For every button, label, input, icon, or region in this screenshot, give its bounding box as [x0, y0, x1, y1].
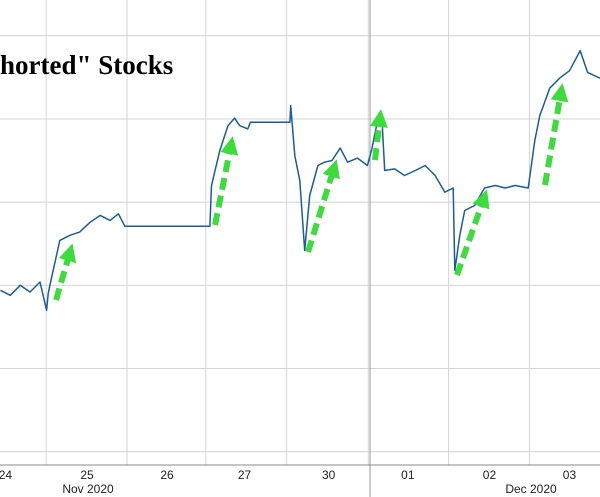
- x-tick-label: 24: [0, 468, 12, 482]
- arrows: [53, 83, 569, 301]
- x-tick-label: 30: [322, 468, 336, 482]
- arrow: [454, 189, 490, 276]
- x-tick-label: 01: [401, 468, 415, 482]
- x-tick-label: 03: [563, 468, 577, 482]
- x-tick-label: 27: [238, 468, 252, 482]
- arrow: [53, 243, 77, 301]
- arrow: [542, 83, 569, 186]
- arrow: [305, 159, 340, 253]
- x-tick-label: 25: [80, 468, 94, 482]
- month-label: Dec 2020: [505, 482, 557, 496]
- arrow: [369, 109, 388, 161]
- line: [0, 49, 600, 312]
- x-tick-label: 02: [483, 468, 497, 482]
- x-tick-label: 26: [160, 468, 174, 482]
- grid: [0, 0, 600, 465]
- lines: [0, 49, 600, 312]
- chart-title: horted" Stocks: [0, 50, 173, 80]
- arrow: [212, 136, 239, 226]
- month-label: Nov 2020: [62, 482, 114, 496]
